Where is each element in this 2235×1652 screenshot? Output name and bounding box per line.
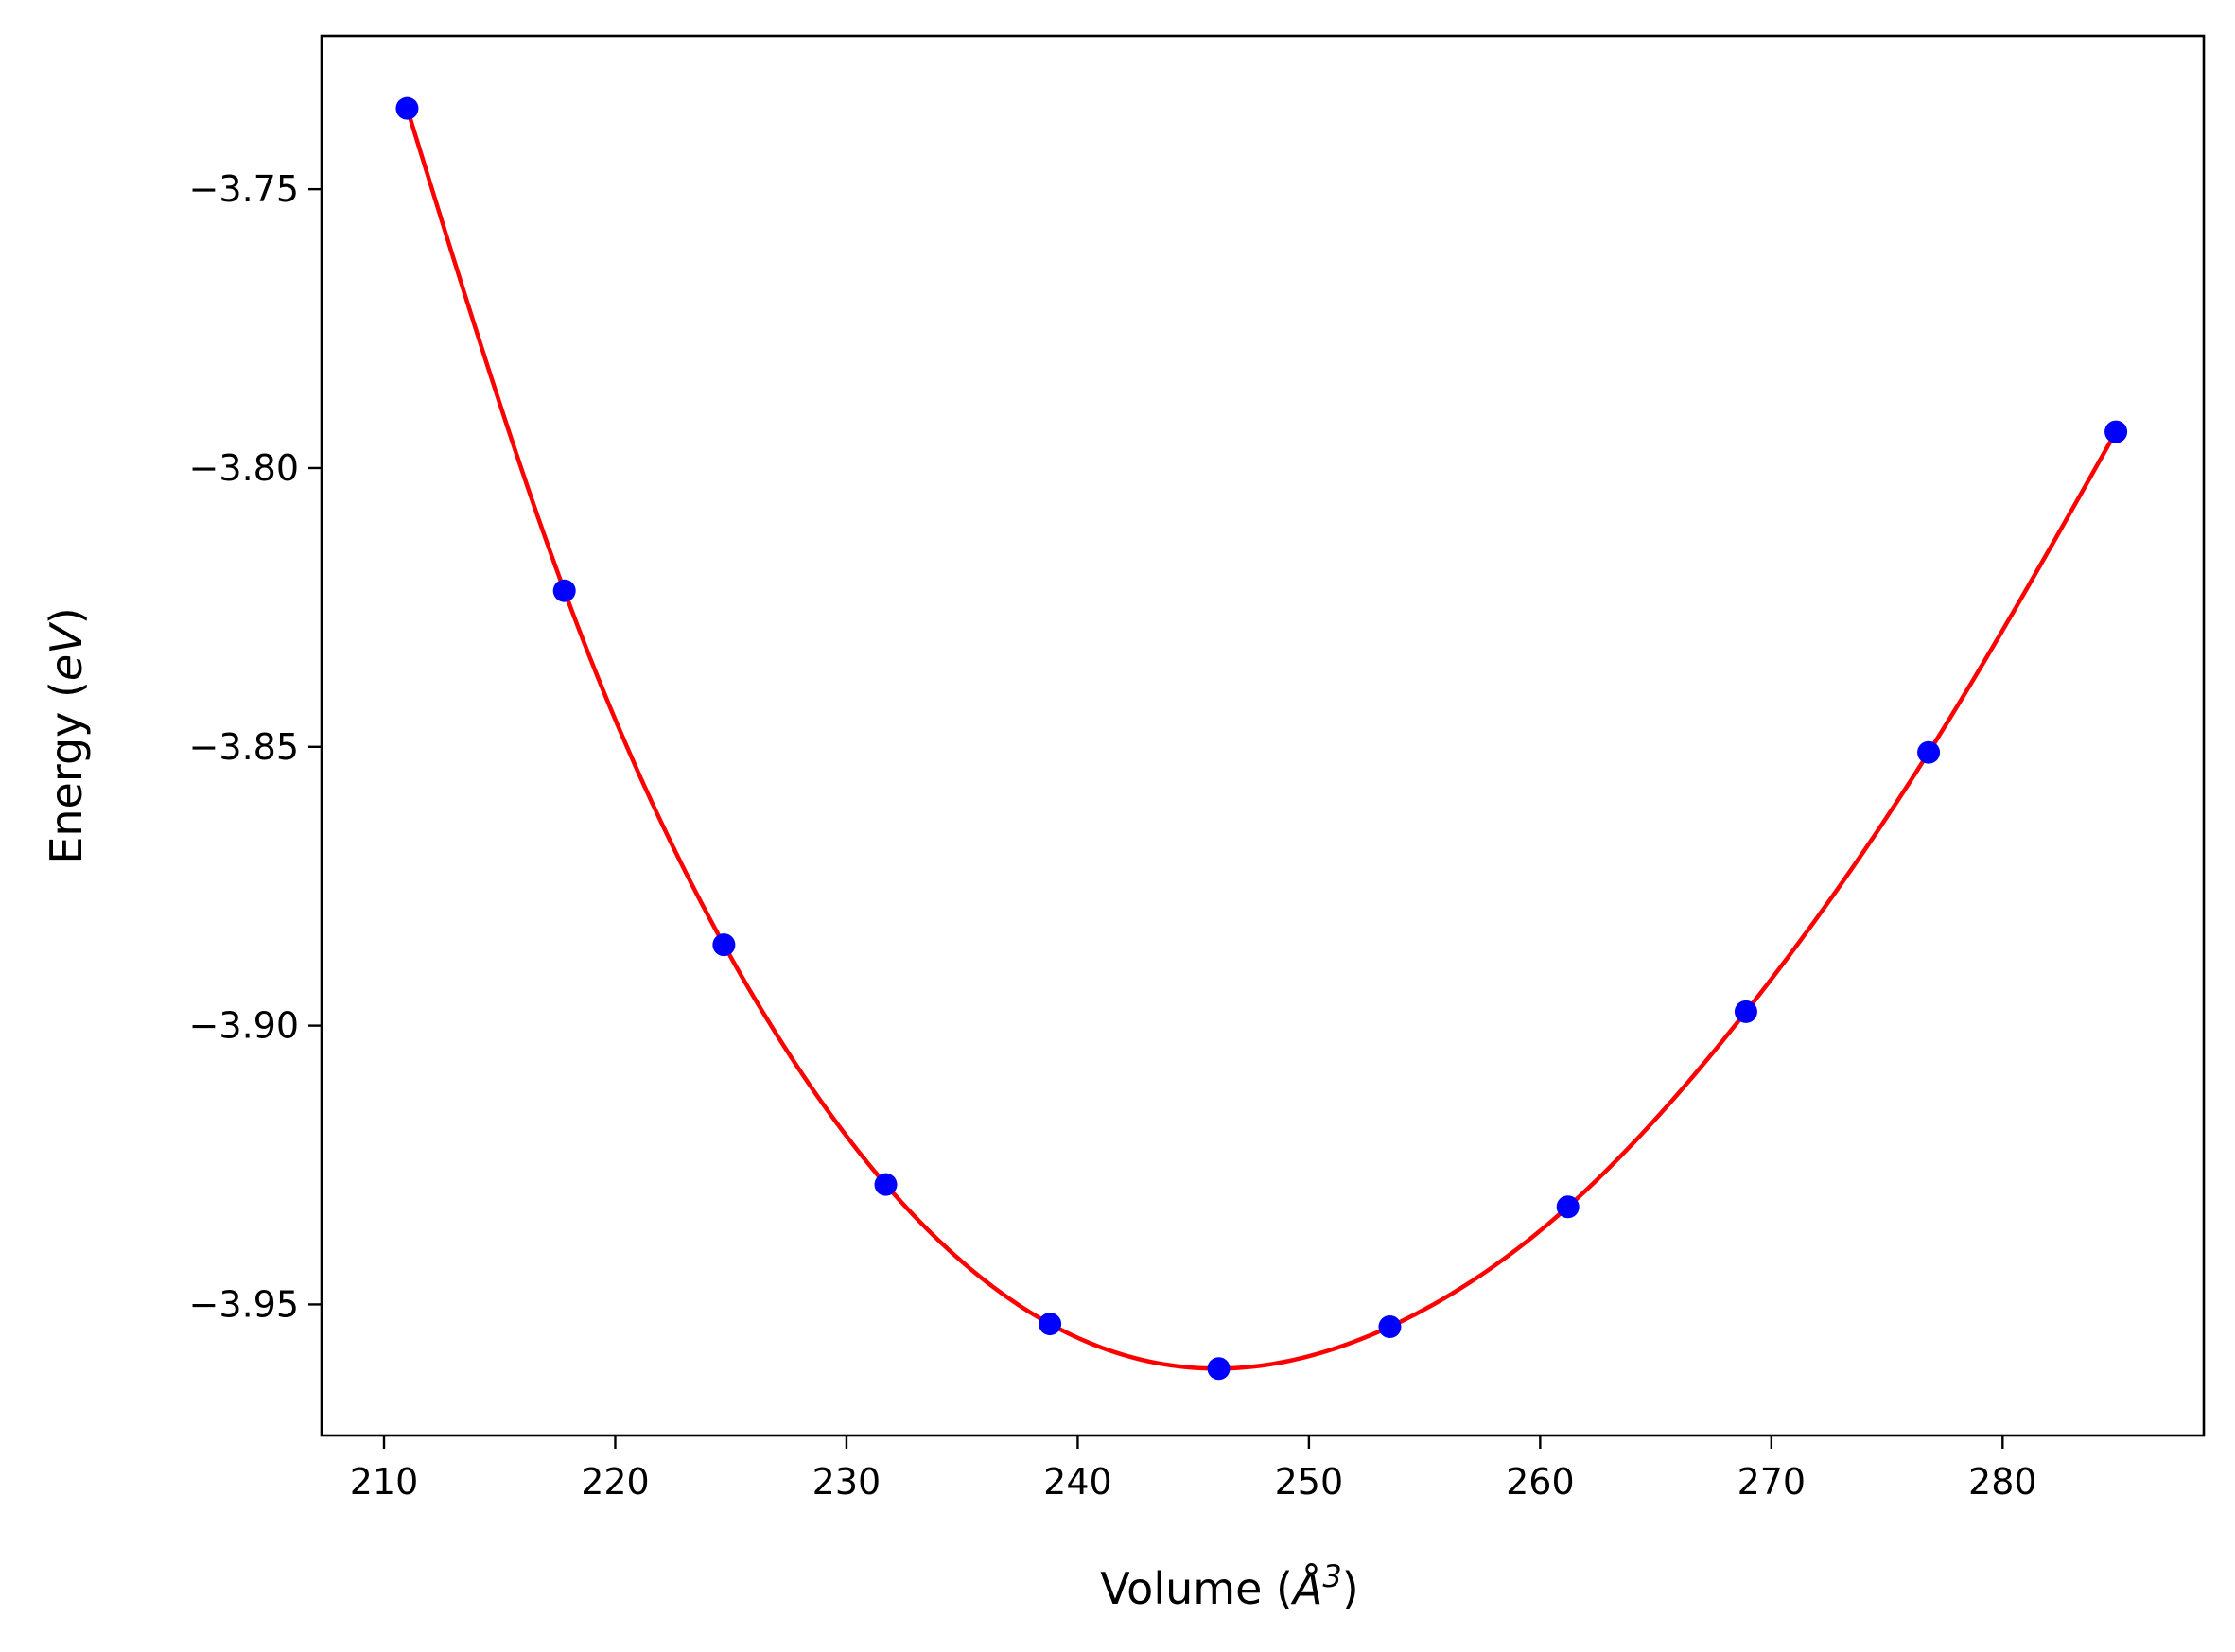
y-tick-label: −3.85 bbox=[189, 726, 299, 768]
x-tick-label: 270 bbox=[1737, 1461, 1807, 1503]
y-tick-label: −3.90 bbox=[189, 1005, 299, 1047]
data-point bbox=[1734, 1000, 1757, 1023]
y-tick-label: −3.80 bbox=[189, 447, 299, 489]
y-axis: −3.75 −3.80 −3.85 −3.90 −3.95 bbox=[189, 168, 322, 1325]
data-point bbox=[712, 933, 736, 957]
axes-frame bbox=[320, 34, 2206, 1437]
data-point bbox=[1556, 1195, 1580, 1219]
data-point bbox=[552, 579, 576, 602]
x-tick-label: 210 bbox=[350, 1461, 419, 1503]
data-point bbox=[1917, 740, 1941, 764]
x-tick-label: 220 bbox=[581, 1461, 650, 1503]
data-point bbox=[1207, 1357, 1231, 1381]
x-tick-label: 260 bbox=[1506, 1461, 1575, 1503]
x-tick-label: 230 bbox=[812, 1461, 882, 1503]
y-axis-title: Energy (eV) bbox=[41, 607, 92, 863]
y-tick-label: −3.75 bbox=[189, 168, 299, 210]
data-point bbox=[874, 1173, 898, 1196]
y-tick-label: −3.95 bbox=[189, 1283, 299, 1325]
data-point bbox=[395, 96, 419, 120]
data-point bbox=[1378, 1315, 1402, 1339]
data-point bbox=[2104, 420, 2128, 443]
x-tick-label: 280 bbox=[1968, 1461, 2037, 1503]
x-tick-label: 250 bbox=[1275, 1461, 1344, 1503]
x-tick-label: 240 bbox=[1043, 1461, 1112, 1503]
plot-area bbox=[395, 96, 2128, 1381]
fit-curve bbox=[405, 107, 2119, 1371]
x-axis: 210 220 230 240 250 260 270 280 bbox=[350, 1435, 2037, 1503]
x-axis-title: Volume (Å3) bbox=[1100, 1558, 1358, 1614]
data-point bbox=[1039, 1313, 1062, 1336]
